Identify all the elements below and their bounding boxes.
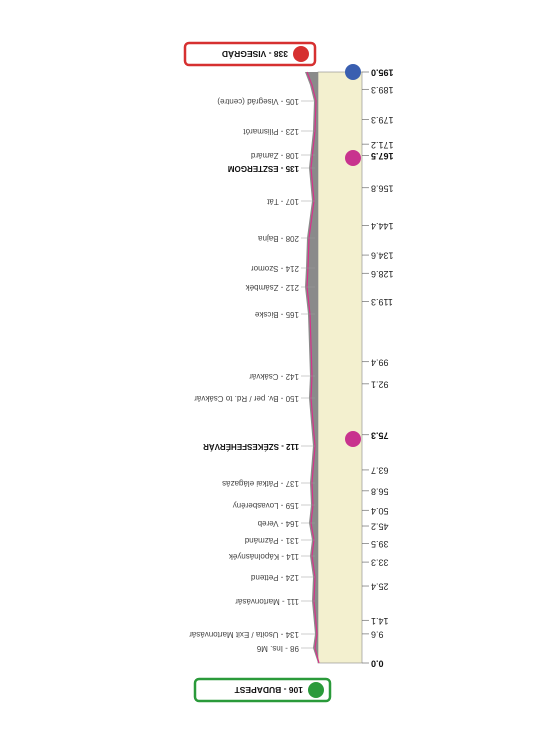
km-label: 50.4 (371, 506, 389, 516)
km-label: 56.8 (371, 486, 389, 496)
profile-group: 106 - BUDAPEST 338 - VISEGRÁD 0.0 9.6 14.1… (183, 41, 394, 703)
finish-box (183, 41, 317, 67)
place-label: 108 - Zamárd (251, 151, 299, 160)
km-label: 128.6 (371, 269, 394, 279)
start-icon (308, 682, 324, 698)
km-label: 99.4 (371, 357, 389, 367)
km-label: 119.3 (371, 297, 393, 307)
place-label: 137 - Pátkai elágazás (222, 479, 299, 488)
place-label: 131 - Pázmánd (245, 536, 299, 545)
km-label: 0.0 (371, 659, 384, 669)
place-label: 112 - SZÉKESFEHÉRVÁR (203, 442, 299, 451)
start-box (193, 677, 332, 703)
place-label: 134 - Usoita / Exit Martonvásár (189, 630, 299, 639)
place-label: 107 - Tát (266, 197, 299, 206)
place-label: 124 - Pettend (251, 573, 299, 582)
km-label: 25.4 (371, 582, 389, 592)
km-label: 63.7 (371, 466, 389, 476)
km-label: 33.3 (371, 558, 389, 568)
km-label: 189.3 (371, 85, 394, 95)
place-label: 105 - Visegrád (centre) (217, 97, 299, 106)
sprint-icon (345, 431, 361, 447)
km-label: 9.6 (371, 630, 384, 640)
km-label: 195.0 (371, 68, 394, 78)
place-label: 123 - Pilismarót (243, 127, 299, 136)
km-label: 39.5 (371, 539, 389, 549)
place-label: 98 - Ins. M6 (256, 644, 299, 653)
place-label: 114 - Kápolnásnyék (228, 552, 299, 561)
place-label: 165 - Bicske (254, 310, 299, 319)
profile-area (317, 71, 363, 664)
km-label: 144.4 (371, 221, 394, 231)
km-label: 75.3 (371, 430, 389, 440)
place-label: 208 - Bajna (258, 234, 299, 243)
finish-label: 338 - VISEGRÁD (222, 49, 288, 59)
km-label: 45.2 (371, 522, 389, 532)
place-label: 164 - Vereb (257, 519, 299, 528)
start-label: 106 - BUDAPEST (234, 685, 303, 695)
km-label: 14.1 (371, 616, 389, 626)
km-label: 156.8 (371, 183, 394, 193)
km-label: 134.6 (371, 251, 394, 261)
finish-km-icon (345, 64, 361, 80)
place-label: 212 - Zsámbék (245, 283, 299, 292)
place-label: 142 - Csákvár (249, 372, 299, 381)
sprint-icon (345, 150, 361, 166)
km-label: 92.1 (371, 379, 389, 389)
place-label: 159 - Lovasberény (233, 501, 299, 510)
place-label: 150 - Bv. per / Rd. to Csákvár (194, 394, 299, 403)
km-label: 179.3 (371, 115, 394, 125)
place-label: 135 - ESZTERGOM (228, 164, 299, 173)
place-label: 214 - Szomor (251, 264, 299, 273)
place-label: 111 - Martonvásár (235, 597, 299, 606)
km-label: 171.2 (371, 140, 394, 150)
finish-icon (293, 46, 309, 62)
km-label: 167.5 (371, 151, 394, 161)
